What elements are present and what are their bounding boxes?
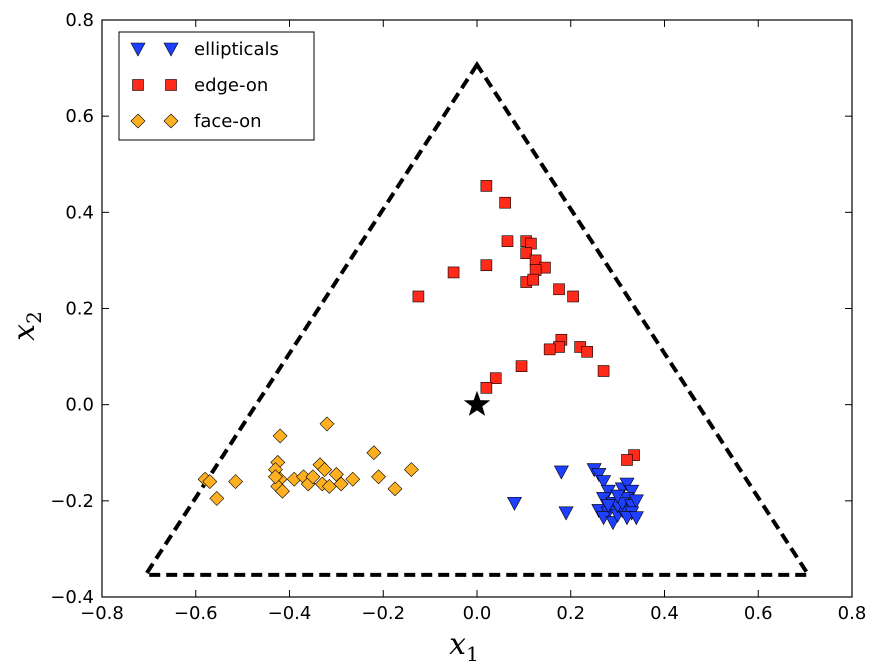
edge-on-point [499, 196, 511, 209]
x-tick-label: 0.8 [838, 603, 867, 624]
ellipticals-point [558, 506, 574, 521]
edge-on-point [447, 266, 460, 279]
legend: ellipticals edge-on face-on [118, 31, 315, 141]
legend-marker-face-on [130, 113, 146, 129]
face-on-point [319, 416, 335, 432]
edge-on-point [412, 290, 425, 303]
face-on-point [202, 474, 218, 490]
face-on-point [272, 428, 288, 444]
edge-on-point [515, 360, 528, 373]
y-tick-label: 0.6 [65, 106, 94, 127]
edge-on-point [480, 180, 493, 192]
x-tick-label: −0.6 [174, 603, 218, 624]
legend-marker-ellipticals [163, 42, 179, 57]
legend-items: ellipticals edge-on face-on [130, 39, 279, 132]
face-on-point [371, 469, 386, 485]
face-on-point [305, 469, 321, 485]
legend-label-ellipticals: ellipticals [194, 39, 279, 60]
ellipticals-point [624, 484, 640, 499]
legend-label-edge-on: edge-on [194, 75, 268, 96]
face-on-point [209, 491, 225, 506]
edge-on-point [520, 247, 533, 260]
legend-marker-ellipticals [130, 42, 146, 57]
x-tick-label: −0.4 [268, 603, 312, 624]
x-tick-label: 0.4 [650, 603, 679, 624]
ellipticals-point [596, 475, 612, 490]
center-star-marker [463, 390, 491, 416]
edge-on-point [553, 283, 565, 296]
face-on-point [317, 462, 333, 478]
ellipticals-point [610, 489, 626, 504]
y-tick-label: 0.2 [65, 299, 94, 320]
legend-label-face-on: face-on [194, 111, 262, 132]
edge-on-point [581, 345, 593, 358]
y-tick-label: 0.4 [65, 202, 94, 223]
ellipticals-point [619, 511, 635, 526]
y-tick-label: 0.0 [65, 395, 94, 416]
edge-on-point [621, 454, 633, 466]
edge-on-point [501, 235, 514, 247]
legend-box [118, 31, 315, 141]
x-tick-label: −0.8 [80, 603, 124, 624]
ellipticals-point [553, 465, 569, 480]
edge-on-point [480, 259, 493, 272]
edge-on-point [597, 365, 610, 377]
face-on-point [228, 474, 244, 490]
x-axis-label: x1 [449, 627, 479, 666]
ellipticals-point [591, 468, 607, 483]
plot-content [141, 61, 813, 577]
y-axis-label: x2 [7, 311, 46, 341]
legend-marker-face-on [163, 113, 179, 129]
ellipticals-point [628, 494, 644, 509]
face-on-point [345, 471, 361, 487]
ellipticals-point [600, 499, 616, 514]
face-on-point [403, 462, 419, 478]
y-tick-label: −0.2 [50, 491, 94, 512]
edge-on-point [567, 290, 579, 303]
face-on-point [268, 469, 283, 485]
legend-marker-edge-on [165, 79, 177, 91]
axis-ticks: −0.8 −0.6 −0.4 −0.2 0.0 0.2 0.4 0.6 0.8 −0.4 −0.2 0… [50, 10, 866, 624]
face-on-point [387, 481, 403, 497]
legend-marker-edge-on [132, 79, 144, 91]
y-tick-label: 0.8 [65, 10, 94, 31]
dashed-triangle [141, 61, 813, 577]
face-on-point [275, 483, 290, 499]
edge-on-point [489, 372, 502, 385]
face-on-point [333, 476, 349, 492]
edge-on-point [527, 273, 540, 286]
x-tick-label: 0.6 [744, 603, 773, 624]
plot-frame [101, 19, 853, 598]
x-tick-label: 0.0 [463, 603, 492, 624]
ellipticals-point [628, 511, 644, 526]
ellipticals-point [619, 477, 635, 492]
ellipticals-point [506, 496, 523, 511]
edge-on-point [480, 382, 493, 394]
x-tick-label: −0.2 [361, 603, 405, 624]
x-tick-label: 0.2 [556, 603, 585, 624]
edge-on-point [543, 343, 556, 356]
y-tick-label: −0.4 [50, 587, 94, 608]
face-on-point [366, 445, 382, 461]
